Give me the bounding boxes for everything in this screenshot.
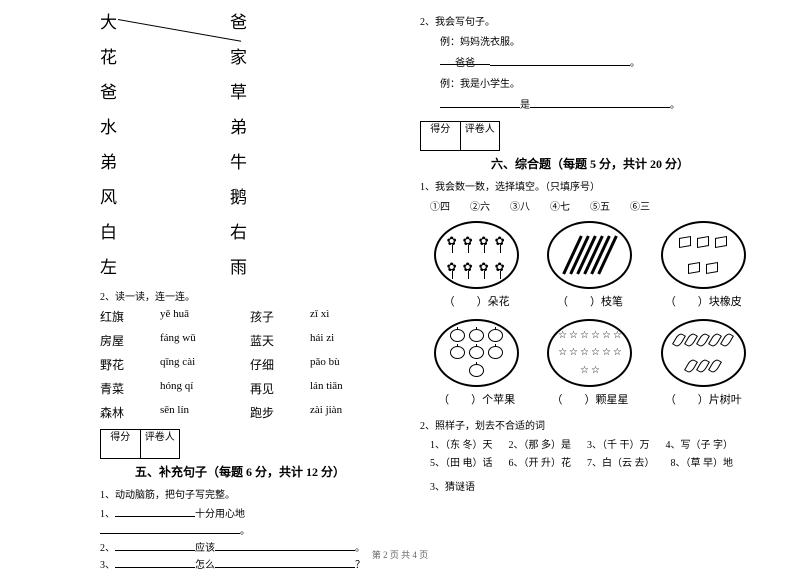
pair-right: 牛 bbox=[230, 148, 247, 173]
grader-label: 评卷人 bbox=[461, 122, 500, 150]
pair-left: 风 bbox=[100, 183, 230, 208]
word-pair-row: 大爸 bbox=[100, 8, 380, 33]
q2-heading: 2、读一读，连一连。 bbox=[100, 288, 380, 303]
word-pair-row: 左雨 bbox=[100, 253, 380, 278]
word-pair-row: 弟牛 bbox=[100, 148, 380, 173]
q2-item: 6、（开 升）花 bbox=[509, 455, 572, 473]
pinyin-row: 森林sēn lín跑步zài jiàn bbox=[100, 404, 380, 421]
caption: （ ）枝笔 bbox=[542, 293, 637, 309]
pair-left: 弟 bbox=[100, 148, 230, 173]
option-item: ②六 bbox=[470, 202, 490, 213]
r-q2-heading: 2、我会写句子。 bbox=[420, 13, 760, 28]
pinyin-row: 红旗yě huā孩子zǐ xì bbox=[100, 308, 380, 325]
caption: （ ）朵花 bbox=[429, 293, 524, 309]
fill-heading: 1、动动脑筋，把句子写完整。 bbox=[100, 486, 380, 501]
section6-title: 六、综合题（每题 5 分，共计 20 分） bbox=[420, 155, 760, 172]
q1-heading: 1、我会数一数，选择填空。（只填序号） bbox=[420, 178, 760, 193]
word-pair-row: 风鹅 bbox=[100, 183, 380, 208]
word-pair-row: 水弟 bbox=[100, 113, 380, 138]
q2-item: 5、（田 电）话 bbox=[430, 455, 493, 473]
score-box-2: 得分 评卷人 bbox=[420, 121, 500, 151]
pinyin-row: 青菜hóng qí再见lán tiān bbox=[100, 380, 380, 397]
q2-item: 3、（千 干）万 bbox=[587, 437, 650, 455]
word-pair-block: 大爸花家爸草水弟弟牛风鹅白右左雨 bbox=[100, 8, 380, 278]
example-1-blank: 爸爸。 bbox=[440, 54, 760, 69]
caption-row-2: （ ）个苹果 （ ）颗星星 （ ）片树叶 bbox=[420, 391, 760, 407]
pencils-circle bbox=[547, 221, 632, 289]
caption: （ ）个苹果 bbox=[429, 391, 524, 407]
q3-heading: 3、猜谜语 bbox=[430, 478, 760, 493]
example-2: 例：我是小学生。 bbox=[440, 75, 760, 90]
pair-right: 雨 bbox=[230, 253, 247, 278]
pair-right: 草 bbox=[230, 78, 247, 103]
caption: （ ）块橡皮 bbox=[656, 293, 751, 309]
q2-item: 4、写（子 字） bbox=[666, 437, 734, 455]
score-label: 得分 bbox=[421, 122, 461, 150]
option-item: ⑥三 bbox=[630, 202, 650, 213]
page-footer: 第 2 页 共 4 页 bbox=[0, 548, 800, 561]
pair-right: 右 bbox=[230, 218, 247, 243]
caption: （ ）颗星星 bbox=[542, 391, 637, 407]
pair-right: 弟 bbox=[230, 113, 247, 138]
q2b-heading: 2、照样子，划去不合适的词 bbox=[420, 417, 760, 432]
score-label: 得分 bbox=[101, 430, 141, 458]
q2-item: 1、（东 冬）天 bbox=[430, 437, 493, 455]
q2-list: 1、（东 冬）天 2、（那 多）是 3、（千 干）万 4、写（子 字） 5、（田 电）… bbox=[430, 437, 760, 473]
pair-right: 家 bbox=[230, 43, 247, 68]
pair-left: 花 bbox=[100, 43, 230, 68]
leaves-circle bbox=[661, 319, 746, 387]
pair-left: 大 bbox=[100, 8, 230, 33]
left-column: 大爸花家爸草水弟弟牛风鹅白右左雨 2、读一读，连一连。 红旗yě huā孩子zǐ… bbox=[0, 0, 400, 565]
q2-item: 8、（草 早）地 bbox=[671, 455, 734, 473]
stars-circle: ☆☆☆☆☆☆☆☆☆☆☆☆☆☆ bbox=[547, 319, 632, 387]
grader-label: 评卷人 bbox=[141, 430, 180, 458]
image-row-1 bbox=[420, 221, 760, 289]
option-item: ③八 bbox=[510, 202, 530, 213]
pinyin-row: 房屋fáng wū蓝天hái zi bbox=[100, 332, 380, 349]
pair-right: 爸 bbox=[230, 8, 247, 33]
example-1: 例：妈妈洗衣服。 bbox=[440, 33, 760, 48]
caption-row-1: （ ）朵花 （ ）枝笔 （ ）块橡皮 bbox=[420, 293, 760, 309]
pair-left: 白 bbox=[100, 218, 230, 243]
score-box: 得分 评卷人 bbox=[100, 429, 180, 459]
apples-circle bbox=[434, 319, 519, 387]
pinyin-row: 野花qīng cài仔细pǎo bù bbox=[100, 356, 380, 373]
pair-left: 左 bbox=[100, 253, 230, 278]
fill-lines: 1、十分用心地。2、应该。3、怎么？ bbox=[100, 506, 380, 574]
word-pair-row: 白右 bbox=[100, 218, 380, 243]
fill-line: 1、十分用心地。 bbox=[100, 506, 380, 540]
word-pair-row: 花家 bbox=[100, 43, 380, 68]
q2-item: 2、（那 多）是 bbox=[509, 437, 572, 455]
pinyin-table: 红旗yě huā孩子zǐ xì 房屋fáng wū蓝天hái zi 野花qīng c… bbox=[100, 308, 380, 421]
example-2-blank: 是。 bbox=[440, 96, 760, 111]
image-row-2: ☆☆☆☆☆☆☆☆☆☆☆☆☆☆ bbox=[420, 319, 760, 387]
pair-left: 水 bbox=[100, 113, 230, 138]
option-list: ①四 ②六 ③八 ④七 ⑤五 ⑥三 bbox=[430, 198, 760, 213]
flowers-circle bbox=[434, 221, 519, 289]
pair-right: 鹅 bbox=[230, 183, 247, 208]
option-item: ⑤五 bbox=[590, 202, 610, 213]
cubes-circle bbox=[661, 221, 746, 289]
word-pair-row: 爸草 bbox=[100, 78, 380, 103]
pair-left: 爸 bbox=[100, 78, 230, 103]
option-item: ①四 bbox=[430, 202, 450, 213]
caption: （ ）片树叶 bbox=[656, 391, 751, 407]
option-item: ④七 bbox=[550, 202, 570, 213]
example-block-1: 例：妈妈洗衣服。 爸爸。 例：我是小学生。 是。 bbox=[420, 33, 760, 111]
right-column: 2、我会写句子。 例：妈妈洗衣服。 爸爸。 例：我是小学生。 是。 得分 评卷人… bbox=[400, 0, 800, 565]
q2-item: 7、白（云 去） bbox=[587, 455, 655, 473]
section5-title: 五、补充句子（每题 6 分，共计 12 分） bbox=[100, 463, 380, 480]
